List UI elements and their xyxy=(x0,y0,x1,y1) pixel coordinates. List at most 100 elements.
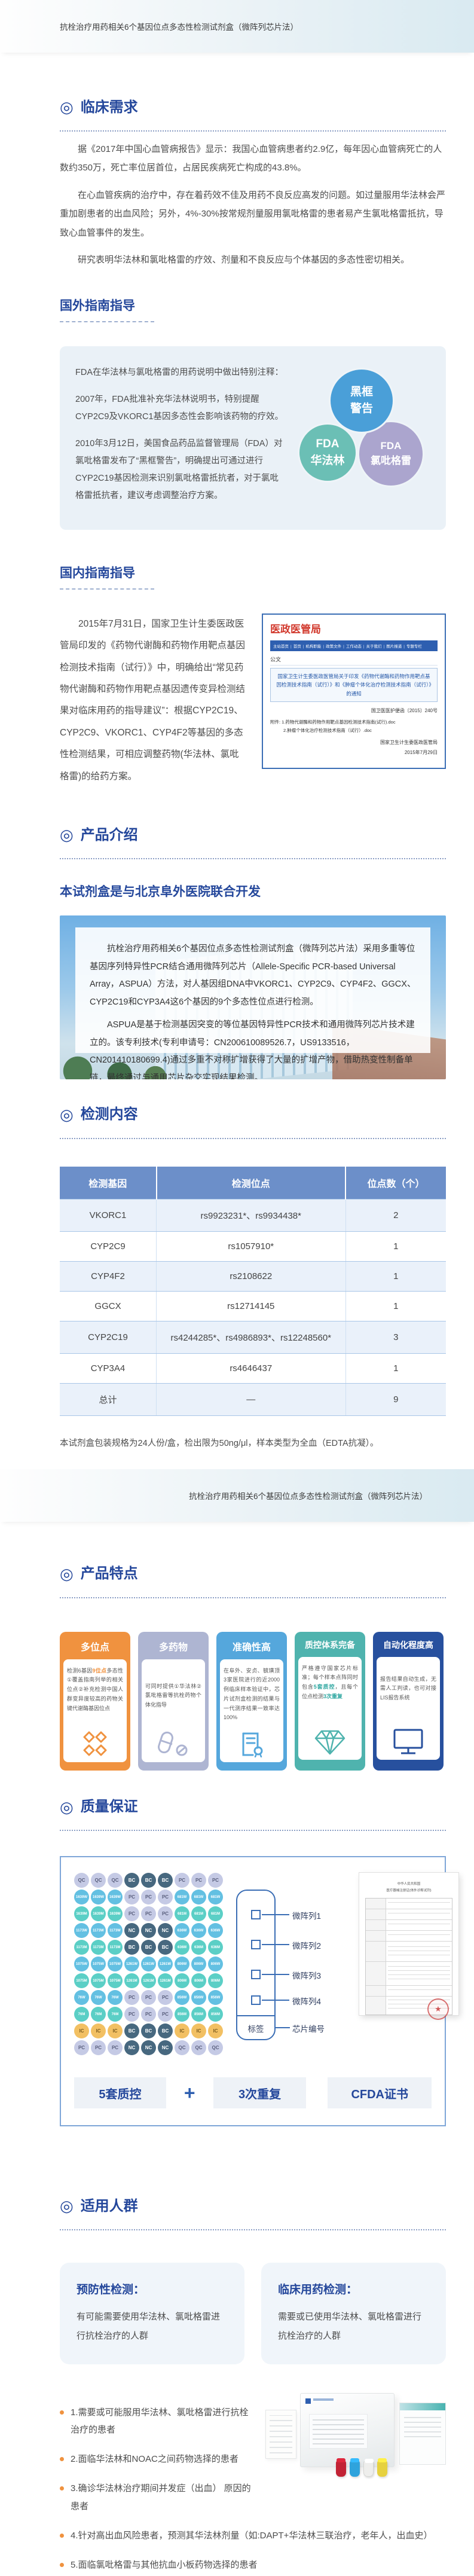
gov-nav: 主站首页 | 首页 | 机构职能 | 政策文件 | 工作动态 | 关于我们 | 图片报道 | 专题专栏 xyxy=(270,640,438,651)
audience-card-clinical: 临床用药检测： 需要或已使用华法林、氯吡格雷进行抗栓治疗的人群 xyxy=(261,2263,446,2364)
certificate-title-line: 医疗器械注册证(体外诊断试剂) xyxy=(386,1888,432,1893)
array-spot: 636M xyxy=(208,1940,223,1955)
kit-insert-sheet xyxy=(265,2409,296,2459)
array-spot: 1639M xyxy=(108,1906,123,1922)
array-spot: BC xyxy=(124,2023,139,2039)
table-row: CYP2C19 rs4244285*、rs4986893*、rs12248560… xyxy=(60,1320,446,1354)
gov-nav-item[interactable]: 机构职能 xyxy=(305,644,322,649)
array-spot: NC xyxy=(141,1923,156,1939)
cell-count: 2 xyxy=(345,1198,446,1232)
array-spot: IC xyxy=(208,2023,223,2039)
subsection-heading: 国内指南指导 xyxy=(60,566,135,580)
list-item-text: 3.确诊华法林治疗期间并发症（出血） 原因的患者 xyxy=(71,2483,251,2511)
array-spot: 1261M xyxy=(124,1973,139,1989)
column-header-sites: 检测位点 xyxy=(155,1166,346,1200)
section-product-intro: 产品介绍 本试剂盒是与北京阜外医院联合开发 抗栓治疗用药相关6个基因位点多态性检… xyxy=(60,826,446,1079)
gov-nav-item[interactable]: 专题专栏 xyxy=(406,644,422,649)
subsection-heading: 国外指南指导 xyxy=(60,298,135,313)
array-spot: 806M xyxy=(175,1973,189,1989)
array-spot: BC xyxy=(124,1873,139,1888)
array-spot: 1639M xyxy=(74,1906,89,1922)
microarray-grid: QC QC QC BC BC BC PC PC PC 1639W 1639W 1639W PC PC PC 6… xyxy=(74,1873,223,2056)
array-spot: QC xyxy=(175,2040,189,2056)
quality-badges: 5套质控 + 3次重复 CFDA证书 xyxy=(74,2077,432,2109)
reagent-tube-white xyxy=(363,2460,374,2477)
page-title: 抗栓治疗用药相关6个基因位点多态性检测试剂盒（微阵列芯片法） xyxy=(188,1491,427,1501)
array-spot: 1173M xyxy=(74,1940,89,1955)
section-heading-text: 产品特点 xyxy=(80,1565,138,1582)
array-spot: 681W xyxy=(175,1890,189,1905)
array-spot: QC xyxy=(108,1873,123,1888)
array-spot: PC xyxy=(141,1990,156,2006)
gov-attachment-link[interactable]: 附件: 1.药物代谢酶和药物作用靶点基因检测技术指南(试行).doc xyxy=(270,719,396,725)
array-spot: 1075W xyxy=(91,1957,106,1972)
gov-nav-item[interactable]: 图片报道 xyxy=(386,644,402,649)
list-item-text: 2.面临华法林和NOAC之间药物选择的患者 xyxy=(71,2454,238,2465)
intro-text-overlay: 抗栓治疗用药相关6个基因位点多态性检测试剂盒（微阵列芯片法）采用多重等位基因序列… xyxy=(75,927,430,1079)
certificate-row xyxy=(366,1931,452,1942)
array-spot: 1173M xyxy=(108,1940,123,1955)
feature-text-highlight: 3次重复 xyxy=(323,1693,343,1699)
gov-nav-item[interactable]: 关于我们 xyxy=(366,644,382,649)
section-heading: 检测内容 xyxy=(60,1106,446,1125)
gov-nav-item[interactable]: 工作动态 xyxy=(345,644,362,649)
cell-count: 1 xyxy=(345,1260,446,1292)
list-item: 2.面临华法林和NOAC之间药物选择的患者 xyxy=(60,2450,251,2468)
cell-gene: CYP4F2 xyxy=(60,1260,157,1292)
bullet-dot-icon xyxy=(60,2410,64,2415)
array-spot: QC xyxy=(91,1873,106,1888)
gov-issuer: 国家卫生计生委医政医管局 xyxy=(380,739,438,745)
array-spot: NC xyxy=(158,1923,173,1939)
array-spot: QC xyxy=(74,1873,89,1888)
array-spot: 681M xyxy=(208,1906,223,1922)
audience-cards: 预防性检测： 有可能需要使用华法林、氯吡格雷进行抗栓治疗的人群 临床用药检测： … xyxy=(60,2263,446,2364)
array-spot: 1075W xyxy=(108,1957,123,1972)
array-spot: 636W xyxy=(191,1923,206,1939)
section-heading-text: 质量保证 xyxy=(80,1799,138,1815)
table-row: CYP4F2 rs2108622 1 xyxy=(60,1260,446,1292)
array-spot: PC xyxy=(141,2007,156,2022)
gov-nav-separator: | xyxy=(363,644,365,649)
array-spot: 856M xyxy=(175,2007,189,2022)
section-domestic-guidelines: 国内指南指导 2015年7月31日，国家卫生计生委医政医管局印发的《药物代谢酶和… xyxy=(60,563,446,788)
array-spot: PC xyxy=(74,2040,89,2056)
gov-notice-link[interactable]: 国家卫生计生委医政医管局关于印发《药物代谢酶和药物作用靶点基因检测技术指南（试行… xyxy=(270,667,438,703)
paragraph: 研究表明华法林和氯吡格雷的疗效、剂量和不良反应与个体基因的多态性密切相关。 xyxy=(78,255,410,265)
red-seal-icon: ★ xyxy=(427,1998,449,2020)
cell-sites: rs9923231*、rs9934438* xyxy=(156,1198,346,1232)
paragraph: 2010年3月12日，美国食品药品监督管理局（FDA）对氯吡格雷发布了“黑框警告… xyxy=(75,438,283,500)
gov-nav-separator: | xyxy=(302,644,304,649)
array-spot: PC xyxy=(141,1890,156,1905)
section-heading-text: 产品介绍 xyxy=(80,826,138,843)
cell-gene: GGCX xyxy=(60,1290,157,1321)
cfda-certificate: 中华人民共和国 医疗器械注册证(体外诊断试剂) xyxy=(359,1873,458,2020)
array-spot: 856W xyxy=(191,1990,206,2006)
array-spot: PC xyxy=(124,1890,139,1905)
array-spot: 636W xyxy=(175,1923,189,1939)
gov-nav-item[interactable]: 政策文件 xyxy=(326,644,342,649)
array-spot: PC xyxy=(158,1890,173,1905)
domestic-guideline-text: 2015年7月31日，国家卫生计生委医政医管局印发的《药物代谢酶和药物作用靶点基… xyxy=(60,618,246,782)
array-spot: PC xyxy=(208,1873,223,1888)
ring-icon xyxy=(60,98,74,117)
array-spot: 1639W xyxy=(91,1890,106,1905)
cell-gene: VKORC1 xyxy=(60,1198,157,1232)
feature-text: 在阜外、安贞、毓璜顶3家医院进行的近2000例临床样本验证中，芯片试剂盒检测的结… xyxy=(224,1667,280,1721)
array-spot: 1639M xyxy=(91,1906,106,1922)
array-spot: 1075M xyxy=(108,1973,123,1989)
gov-attachment-link[interactable]: 2.肿瘤个体化治疗检测技术指南（试行）.doc xyxy=(283,728,372,734)
array-spot: NC xyxy=(158,2040,173,2056)
gov-nav-item[interactable]: 首页 xyxy=(293,644,301,649)
ring-icon xyxy=(60,1565,74,1584)
badge-repeats: 3次重复 xyxy=(213,2077,307,2109)
chip-tag-zone: 标签 xyxy=(236,2015,276,2040)
paragraph: 在心血管疾病的治疗中，存在着药效不佳及用药不良反应高发的问题。如过量服用华法林会… xyxy=(60,190,446,238)
audience-card-text: 需要或已使用华法林、氯吡格雷进行抗栓治疗的人群 xyxy=(278,2312,422,2342)
array-spot: PC xyxy=(141,1906,156,1922)
array-spot: BC xyxy=(141,2023,156,2039)
plus-sign: + xyxy=(184,2081,195,2104)
section-heading: 质量保证 xyxy=(60,1798,446,1817)
chip-id-label: 芯片编号 xyxy=(292,2025,325,2034)
gov-nav-item[interactable]: 主站首页 xyxy=(273,644,289,649)
feature-text: 可同时提供①华法林②氯吡格雷等抗栓药物个体化指导 xyxy=(145,1683,201,1708)
